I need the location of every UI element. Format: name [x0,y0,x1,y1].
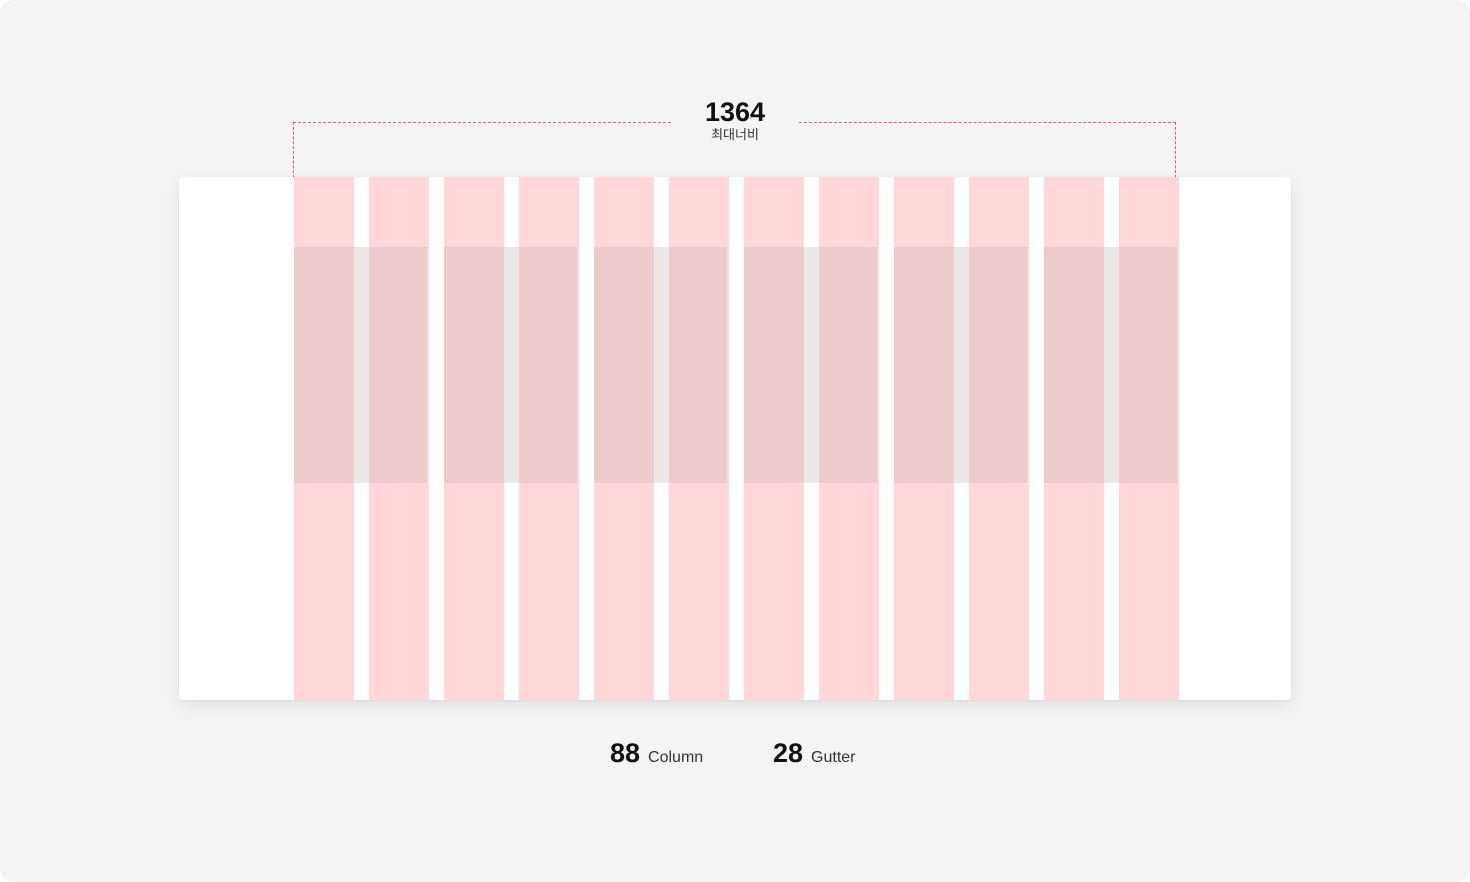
grid-column [1119,177,1179,700]
content-block [444,247,577,483]
max-width-label: 최대너비 [711,127,759,142]
max-width-dimension-line-left [293,122,671,123]
content-block [744,247,877,483]
grid-column [894,177,954,700]
max-width-value: 1364 [704,97,766,127]
layout-canvas [179,177,1291,700]
grid-column [819,177,879,700]
column-width-label: Column [648,749,704,766]
grid-column [294,177,354,700]
grid-column [594,177,654,700]
content-block [594,247,727,483]
grid-column [744,177,804,700]
gutter-width-value: 28 [773,738,804,768]
grid-column [444,177,504,700]
column-width-value: 88 [610,738,641,768]
grid-column [969,177,1029,700]
grid-column [369,177,429,700]
gutter-spec: 28 Gutter [773,738,856,769]
column-spec: 88 Column [610,738,703,769]
max-width-dimension-tick-right [1175,122,1176,178]
content-block [294,247,427,483]
grid-column [519,177,579,700]
content-block [894,247,1027,483]
gutter-width-label: Gutter [811,749,856,766]
max-width-dimension-tick-left [293,122,294,178]
grid-column [669,177,729,700]
max-width-dimension-line-right [799,122,1176,123]
grid-column [1044,177,1104,700]
content-block [1044,247,1177,483]
